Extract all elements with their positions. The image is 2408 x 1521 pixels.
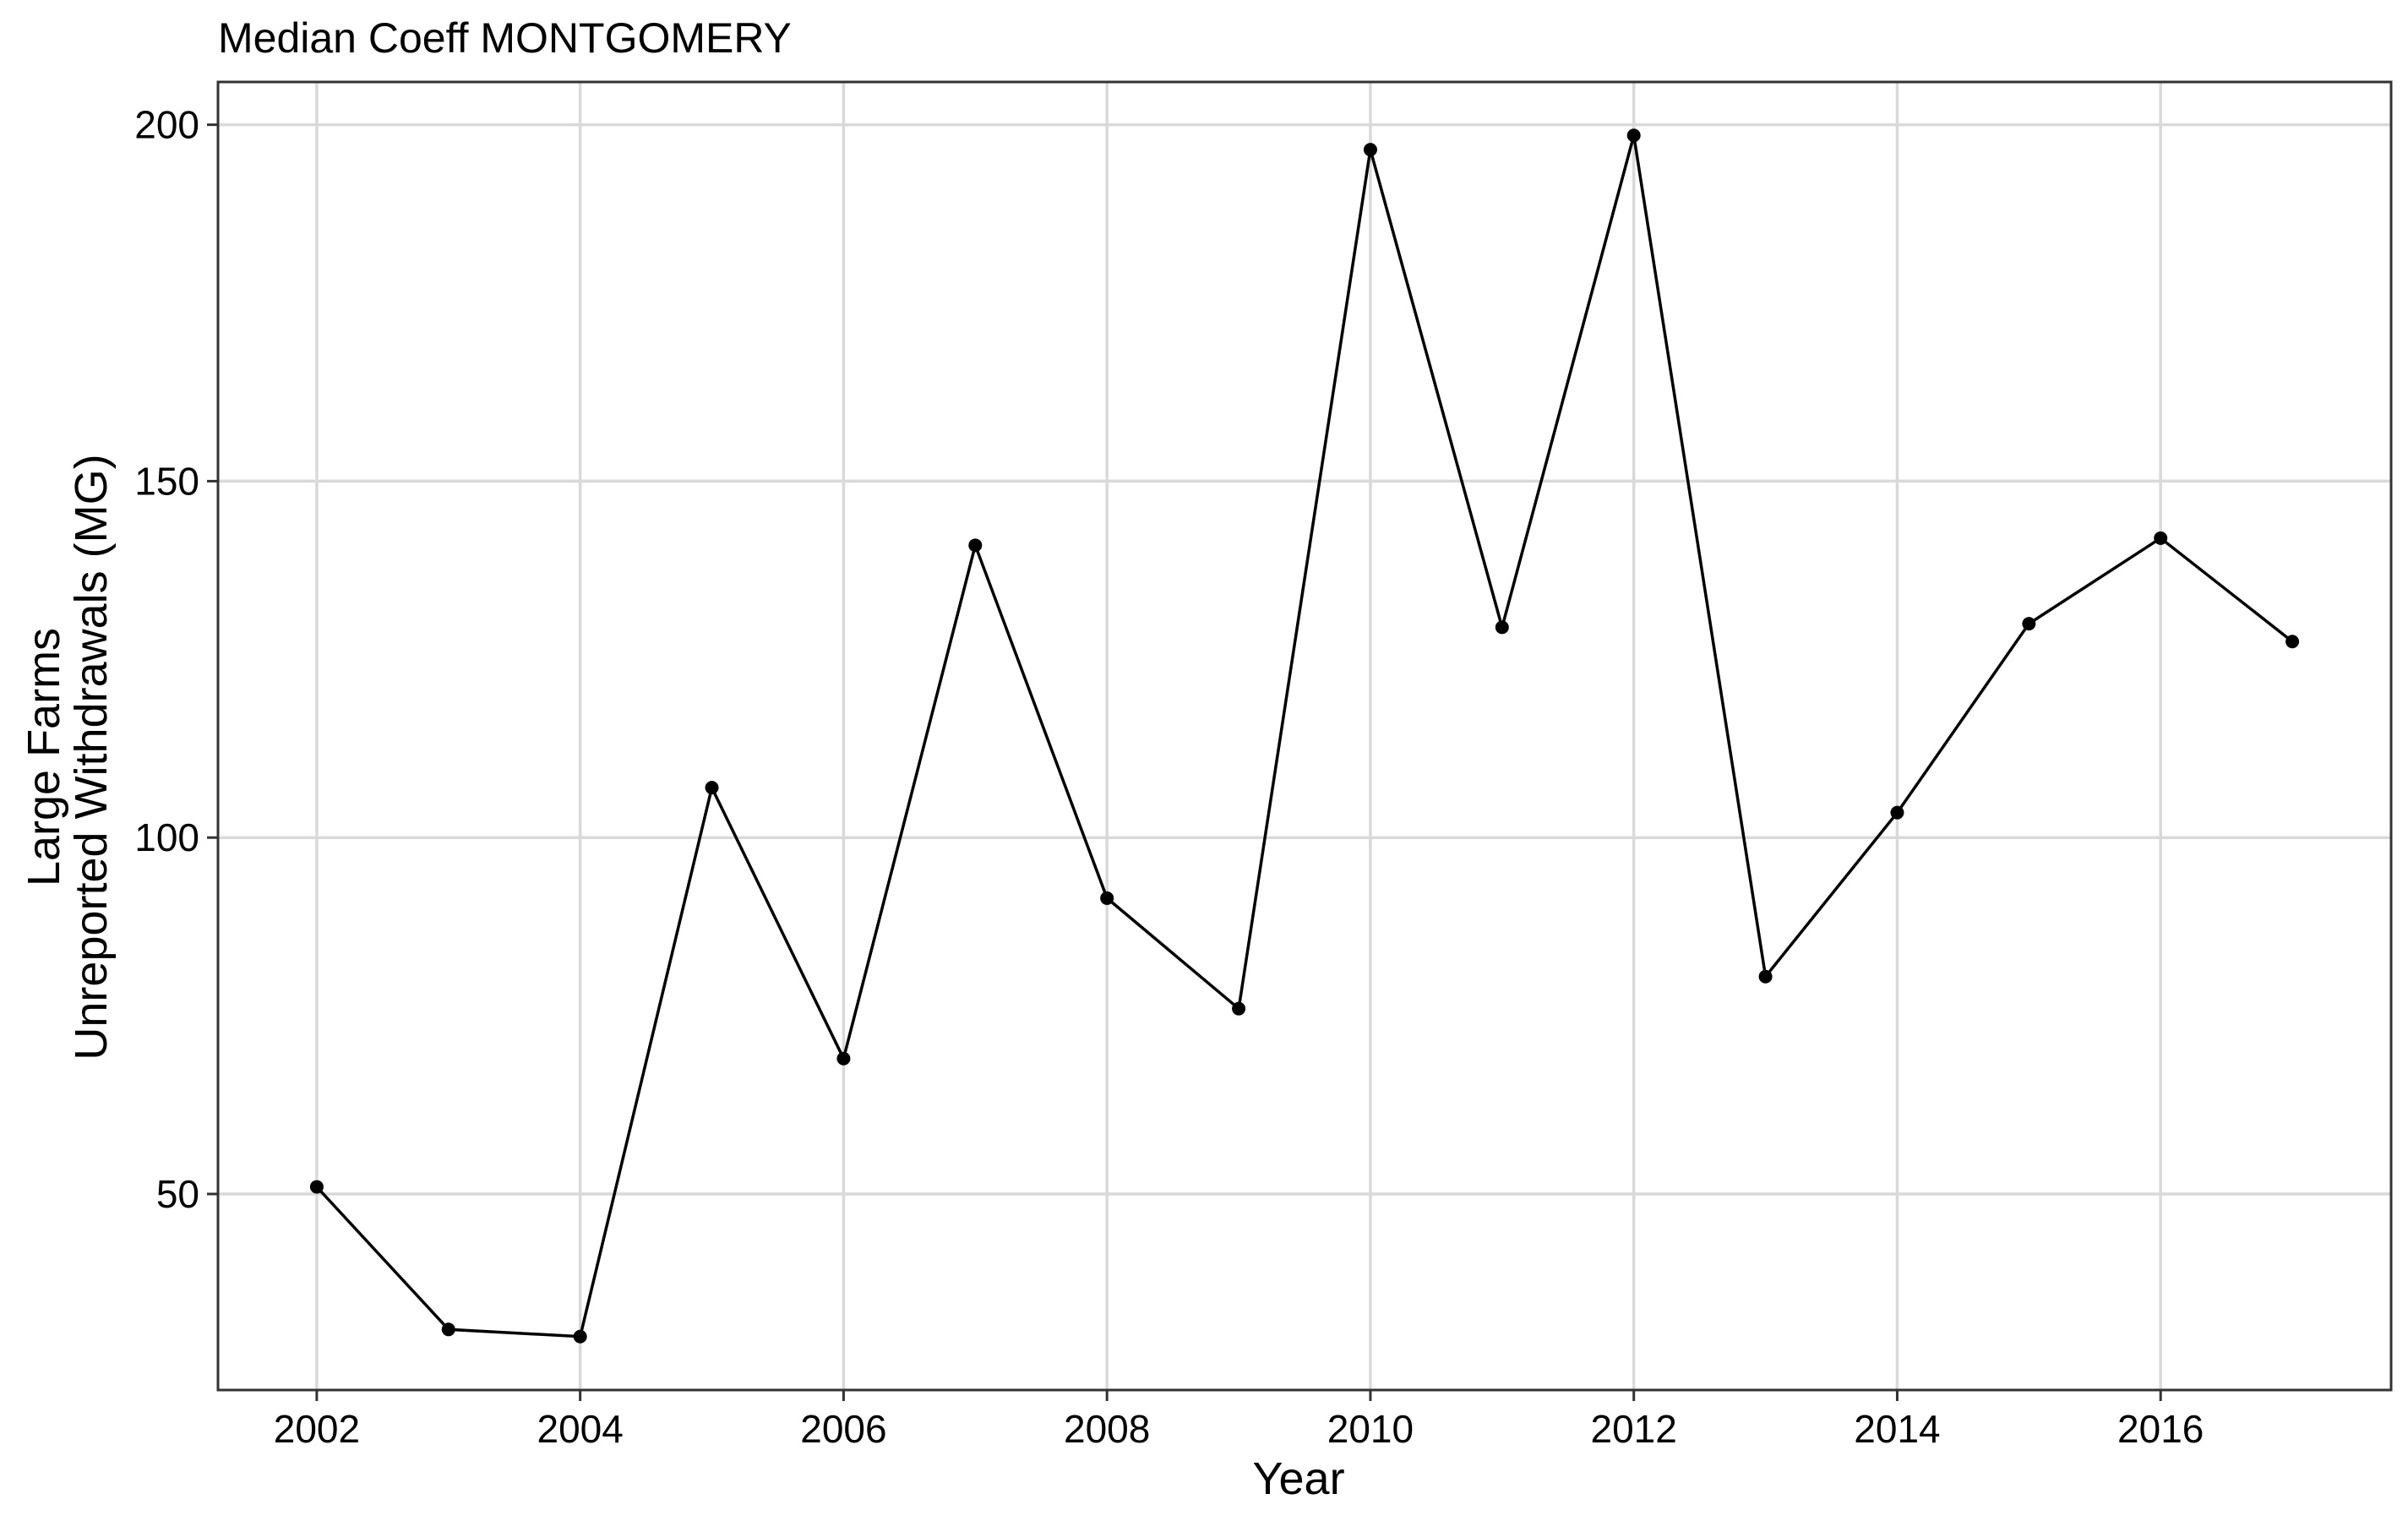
x-axis-title: Year [1252,1453,1344,1504]
data-point-2013 [1758,969,1773,984]
y-tick-label: 150 [134,459,199,503]
chart-title: Median Coeff MONTGOMERY [218,14,792,62]
data-point-2012 [1626,128,1641,143]
data-point-2003 [441,1322,455,1337]
y-tick-label: 200 [134,103,199,147]
gridlines [218,82,2391,1390]
x-tick-label: 2012 [1591,1407,1677,1451]
y-axis-title-line-1: Large Farms [19,628,69,886]
x-tick-label: 2004 [537,1407,623,1451]
y-tick-label: 50 [156,1172,199,1216]
x-axis: 2002 2004 2006 2008 2010 2012 2014 2016 [274,1390,2204,1451]
series-line [315,134,2294,1338]
x-tick-label: 2006 [800,1407,886,1451]
y-tick-label: 100 [134,815,199,859]
x-tick-label: 2010 [1327,1407,1414,1451]
x-tick-label: 2002 [274,1407,360,1451]
data-point-2002 [309,1180,324,1194]
x-tick-label: 2008 [1064,1407,1150,1451]
data-point-2015 [2022,617,2036,631]
data-point-2007 [968,538,983,553]
plot-panel-border [216,80,2393,1392]
data-series [309,128,2300,1344]
x-tick-label: 2014 [1854,1407,1940,1451]
data-point-2008 [1100,891,1114,905]
x-tick-label: 2016 [2117,1407,2204,1451]
data-point-2005 [705,781,719,795]
data-point-2017 [2285,635,2300,649]
data-point-2004 [573,1329,587,1344]
data-point-2010 [1363,143,1377,157]
data-point-2014 [1890,805,1904,820]
y-axis-title-line-2: Unreported Withdrawals (MG) [66,454,117,1060]
data-point-2011 [1495,620,1509,635]
data-point-2016 [2154,531,2168,545]
data-point-2006 [836,1051,851,1066]
data-point-2009 [1232,1001,1246,1016]
y-axis: 50 100 150 200 [134,103,218,1216]
